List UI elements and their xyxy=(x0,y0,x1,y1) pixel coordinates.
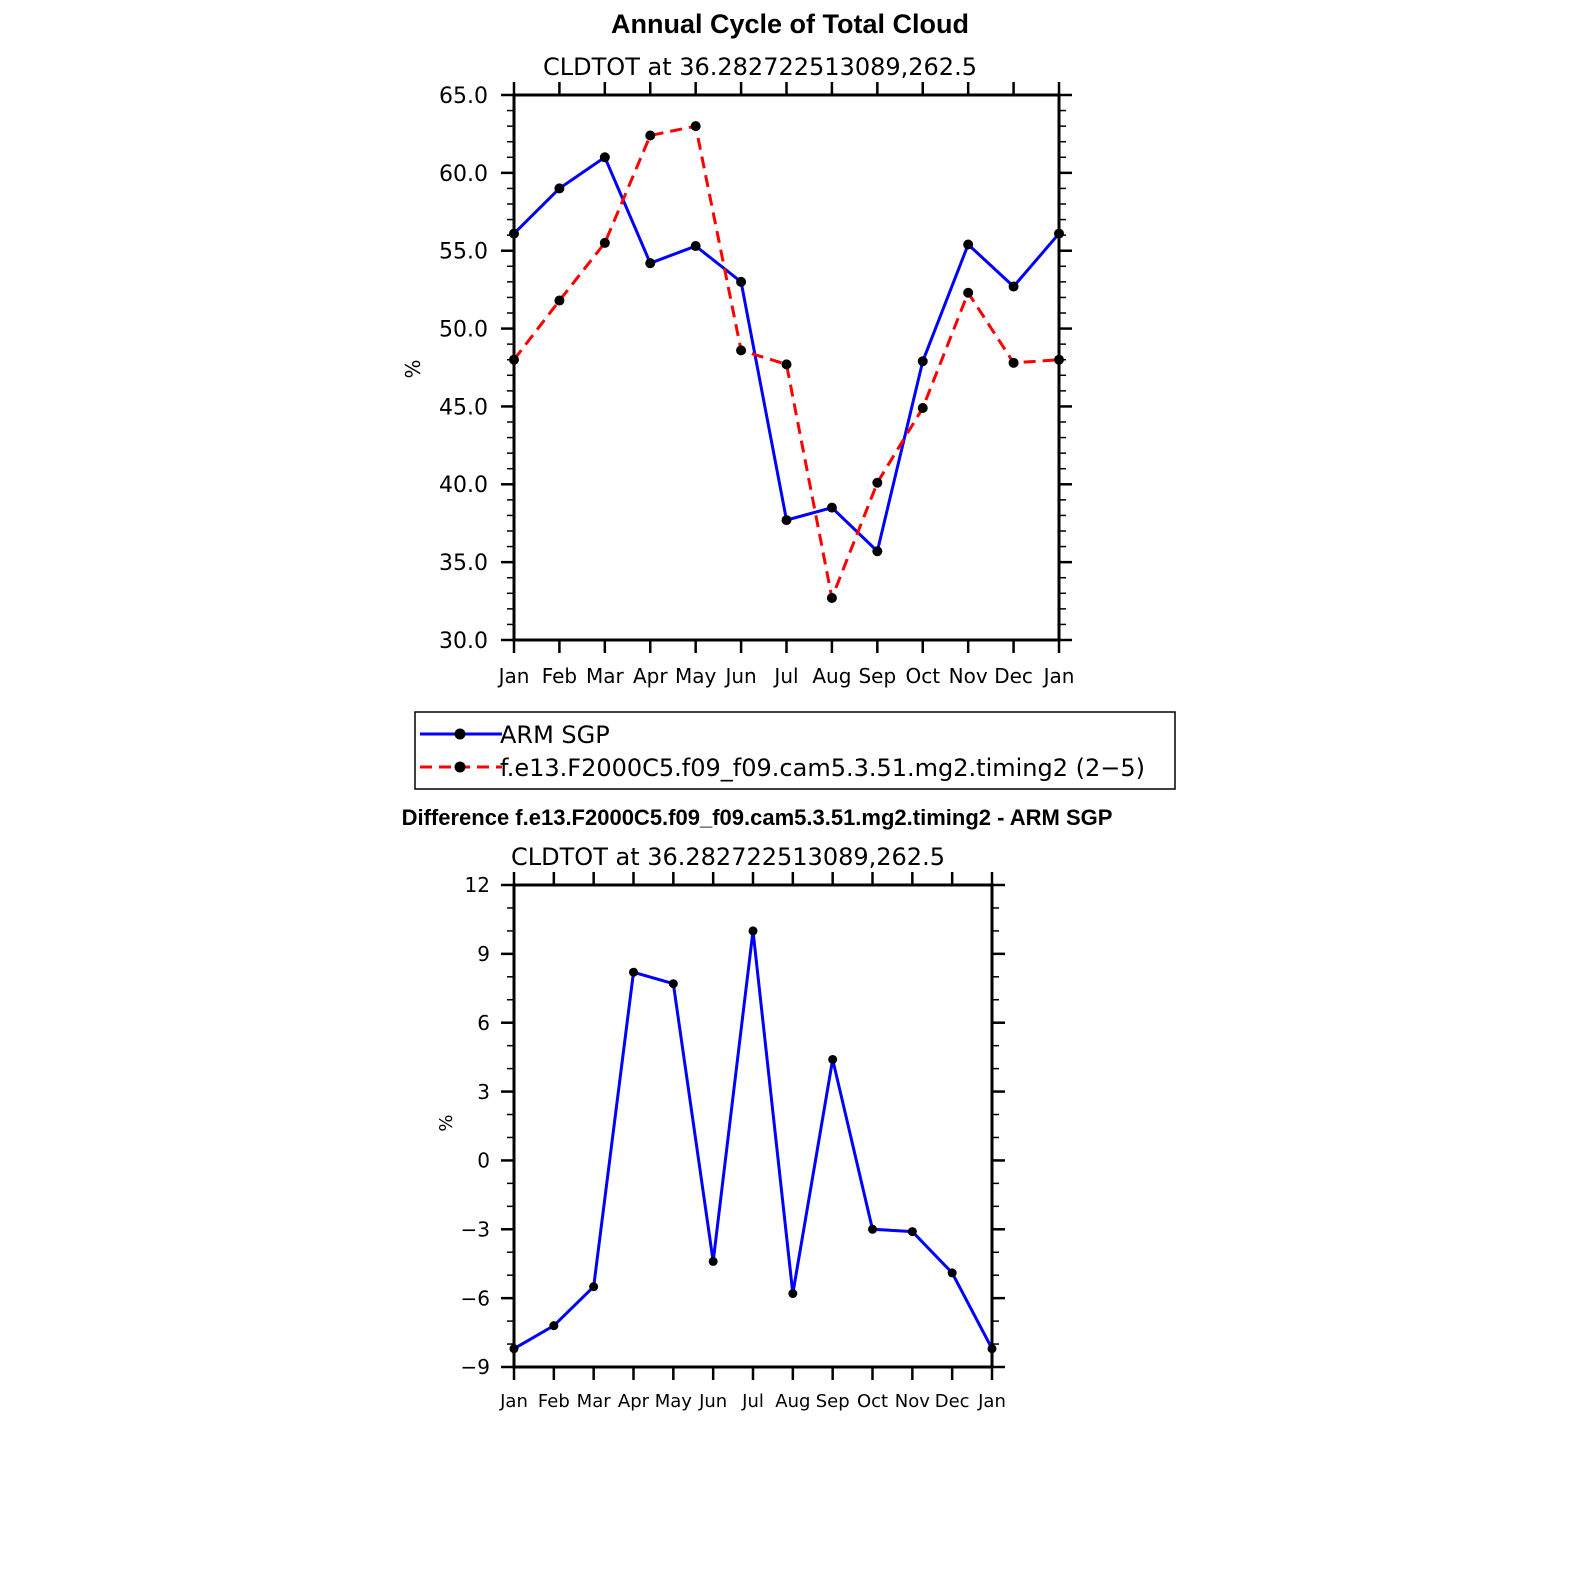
x-tick-label: Nov xyxy=(895,1391,930,1412)
x-tick-label: Aug xyxy=(775,1391,810,1412)
data-point-1 xyxy=(917,402,928,413)
data-point-0 xyxy=(917,356,928,367)
data-point-1 xyxy=(963,287,974,298)
series-line-0 xyxy=(513,930,994,1350)
x-tick-label: Jul xyxy=(741,1391,764,1412)
legend: ARM SGP f.e13.F2000C5.f09_f09.cam5.3.51.… xyxy=(414,711,1176,790)
data-point-0 xyxy=(1054,228,1064,239)
x-tick-label: Apr xyxy=(618,1391,650,1412)
y-tick-label: 3 xyxy=(477,1080,490,1104)
data-point-1 xyxy=(1054,354,1064,365)
legend-box xyxy=(414,711,1176,790)
data-point-1 xyxy=(736,345,747,356)
y-tick-label: 55.0 xyxy=(439,240,488,265)
x-tick-label: Sep xyxy=(858,664,896,688)
data-point-0 xyxy=(708,1256,718,1266)
data-point-0 xyxy=(509,1344,519,1354)
y-tick-label: 0 xyxy=(477,1149,490,1173)
data-point-1 xyxy=(781,359,792,370)
x-tick-label: Jul xyxy=(772,664,798,688)
x-tick-label: Aug xyxy=(812,664,851,688)
series-line-0 xyxy=(512,155,1061,555)
x-tick-label: May xyxy=(675,664,717,688)
data-point-0 xyxy=(549,1321,559,1331)
x-tick-label: Mar xyxy=(577,1391,612,1412)
y-axis-label: % xyxy=(401,359,425,378)
x-tick-label: Jan xyxy=(977,1391,1006,1412)
legend-label-arm: ARM SGP xyxy=(500,721,610,749)
y-tick-label: 50.0 xyxy=(439,317,488,342)
legend-marker-model xyxy=(454,761,466,773)
y-tick-label: 35.0 xyxy=(439,551,488,576)
y-tick-label: 30.0 xyxy=(439,629,488,654)
data-point-0 xyxy=(690,241,701,252)
data-point-0 xyxy=(868,1224,877,1234)
data-point-1 xyxy=(690,121,701,132)
data-point-0 xyxy=(987,1344,997,1354)
y-tick-label: 40.0 xyxy=(439,473,488,498)
data-point-0 xyxy=(963,239,974,250)
x-tick-label: Dec xyxy=(994,664,1033,688)
data-point-0 xyxy=(907,1227,917,1237)
x-tick-label: Apr xyxy=(633,664,668,688)
x-tick-label: Oct xyxy=(857,1391,888,1412)
data-point-0 xyxy=(645,258,656,269)
y-tick-label: −9 xyxy=(461,1355,490,1379)
x-tick-label: Nov xyxy=(949,664,988,688)
data-point-1 xyxy=(1008,357,1019,368)
data-point-1 xyxy=(826,592,837,603)
y-tick-label: 45.0 xyxy=(439,395,488,420)
data-point-0 xyxy=(629,967,638,977)
y-tick-label: 65.0 xyxy=(439,84,488,109)
data-point-0 xyxy=(872,546,883,557)
data-point-0 xyxy=(509,228,519,239)
data-point-1 xyxy=(645,130,656,141)
legend-label-model: f.e13.F2000C5.f09_f09.cam5.3.51.mg2.timi… xyxy=(500,754,1145,782)
x-tick-label: Dec xyxy=(935,1391,970,1412)
y-tick-label: −6 xyxy=(461,1286,490,1310)
chart-subtitle: CLDTOT at 36.282722513089,262.5 xyxy=(543,53,977,81)
data-point-0 xyxy=(826,502,837,513)
data-point-0 xyxy=(1008,281,1019,292)
data-point-0 xyxy=(788,1289,798,1299)
x-tick-label: Feb xyxy=(538,1391,570,1412)
chart-title: Difference f.e13.F2000C5.f09_f09.cam5.3.… xyxy=(402,805,1113,830)
data-point-0 xyxy=(736,276,747,287)
legend-marker-arm xyxy=(454,728,466,740)
x-tick-label: Mar xyxy=(586,664,625,688)
y-tick-label: 12 xyxy=(465,873,490,897)
x-tick-label: Jan xyxy=(499,1391,528,1412)
data-point-0 xyxy=(589,1282,599,1292)
data-point-0 xyxy=(599,152,610,163)
x-tick-label: Feb xyxy=(542,664,577,688)
difference-panel: Difference f.e13.F2000C5.f09_f09.cam5.3.… xyxy=(402,805,1113,1412)
data-point-0 xyxy=(828,1054,838,1064)
chart-subtitle: CLDTOT at 36.282722513089,262.5 xyxy=(511,843,945,871)
data-point-0 xyxy=(781,515,792,526)
x-tick-label: Sep xyxy=(816,1391,850,1412)
y-tick-label: 6 xyxy=(477,1011,490,1035)
data-point-0 xyxy=(947,1268,957,1278)
x-tick-label: Jan xyxy=(497,664,530,688)
x-tick-label: Jun xyxy=(723,664,756,688)
y-tick-label: 60.0 xyxy=(439,162,488,187)
y-tick-label: 9 xyxy=(477,942,490,966)
x-tick-label: Jun xyxy=(698,1391,727,1412)
annual-cycle-panel: Annual Cycle of Total Cloud CLDTOT at 36… xyxy=(401,9,1074,688)
chart-title: Annual Cycle of Total Cloud xyxy=(611,9,969,39)
x-tick-label: Oct xyxy=(905,664,940,688)
y-tick-label: −3 xyxy=(461,1217,490,1241)
data-point-1 xyxy=(509,354,519,365)
data-point-1 xyxy=(872,477,883,488)
x-tick-label: Jan xyxy=(1042,664,1075,688)
y-axis-label: % xyxy=(436,1114,457,1131)
data-point-0 xyxy=(748,926,758,936)
x-tick-label: May xyxy=(655,1391,693,1412)
data-point-0 xyxy=(668,979,678,989)
data-point-1 xyxy=(599,237,610,248)
data-point-0 xyxy=(554,183,565,194)
data-point-1 xyxy=(554,295,565,306)
